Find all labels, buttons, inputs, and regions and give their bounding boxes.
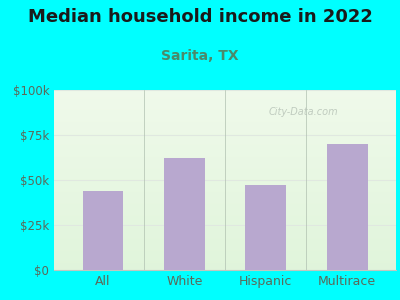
Bar bbox=[164, 158, 205, 270]
Bar bbox=[245, 185, 286, 270]
Text: Sarita, TX: Sarita, TX bbox=[161, 50, 239, 64]
Bar bbox=[327, 144, 368, 270]
Bar bbox=[82, 191, 123, 270]
Text: City-Data.com: City-Data.com bbox=[269, 106, 338, 117]
Text: Median household income in 2022: Median household income in 2022 bbox=[28, 8, 372, 26]
